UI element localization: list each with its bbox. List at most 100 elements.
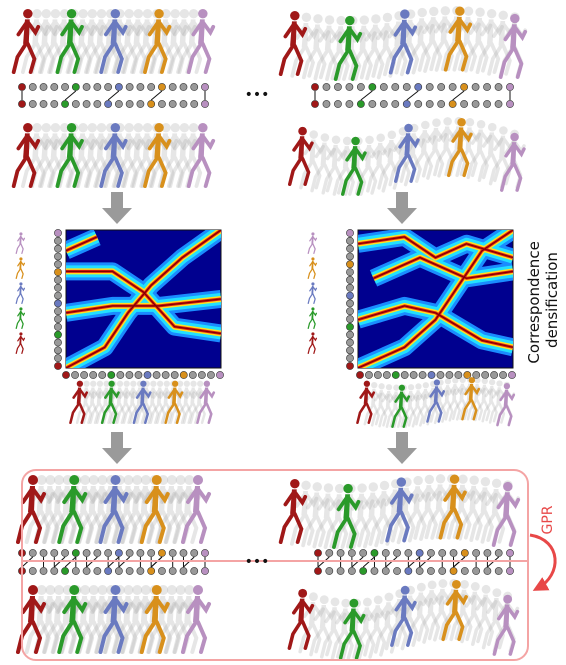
head [32, 9, 41, 18]
frame-dot [62, 371, 69, 378]
head [343, 484, 352, 493]
head [475, 8, 484, 17]
frame-dot [158, 549, 165, 556]
gpr-arrow [530, 535, 555, 588]
limb [289, 622, 301, 649]
head [80, 475, 90, 485]
frame-dot [51, 83, 58, 90]
head [386, 384, 392, 390]
head [510, 14, 519, 23]
head [83, 381, 89, 387]
frame-dot [180, 371, 187, 378]
head [503, 482, 512, 491]
head [309, 130, 318, 139]
head [54, 585, 64, 595]
frame-dot [369, 100, 376, 107]
head [69, 585, 79, 595]
head [97, 585, 107, 595]
head [313, 482, 322, 491]
head [189, 123, 198, 132]
head [97, 381, 103, 387]
head [23, 9, 32, 18]
head [365, 136, 374, 145]
limb [21, 319, 23, 328]
head [180, 9, 189, 18]
head [436, 474, 445, 483]
head [51, 9, 60, 18]
limb [21, 269, 23, 278]
head [89, 475, 99, 485]
frame-dot [346, 229, 353, 236]
head [364, 381, 370, 387]
head [170, 9, 179, 18]
runner [16, 282, 24, 303]
frame-dot [54, 355, 61, 362]
head [341, 599, 350, 608]
frame-dot [94, 100, 101, 107]
head [351, 137, 360, 146]
limb [21, 237, 24, 240]
limb [313, 337, 316, 340]
head [349, 599, 358, 608]
head [130, 381, 136, 387]
head [37, 475, 47, 485]
frame-dot [144, 371, 151, 378]
frame-dot [29, 100, 36, 107]
head [335, 484, 344, 493]
frame-dot [346, 355, 353, 362]
head [481, 477, 490, 486]
frame-dot [51, 100, 58, 107]
frame-dot [105, 567, 112, 574]
frame-dot [346, 323, 353, 330]
frame-dot [410, 371, 417, 378]
frame-dot [137, 100, 144, 107]
frame-dot [148, 567, 155, 574]
frame-dot [357, 83, 364, 90]
frame-dot [191, 549, 198, 556]
frame-dot [506, 549, 513, 556]
frame-dot [346, 253, 353, 260]
limb [21, 337, 24, 340]
head [408, 384, 414, 390]
frame-dot [450, 567, 457, 574]
key-link [453, 91, 464, 100]
gpr-label: GPR [540, 505, 556, 534]
frame-dot [54, 331, 61, 338]
frame-dot [158, 83, 165, 90]
head [164, 381, 170, 387]
head [464, 6, 473, 15]
frame-dot [54, 300, 61, 307]
key-link [361, 91, 372, 100]
down-arrow [102, 192, 132, 224]
head [117, 381, 123, 387]
frame-dot [180, 83, 187, 90]
frame-dot [334, 100, 341, 107]
frame-dot [426, 83, 433, 90]
frame-dot [180, 100, 187, 107]
runner [308, 307, 316, 328]
runner [16, 307, 24, 328]
head [42, 9, 51, 18]
frame-dot [374, 371, 381, 378]
frame-dot [393, 549, 400, 556]
head [417, 583, 426, 592]
limb [203, 158, 210, 186]
frame-dot [495, 83, 502, 90]
head [298, 127, 307, 136]
limb [308, 294, 312, 303]
frame-dot [72, 83, 79, 90]
frame-dot [148, 100, 155, 107]
frame-dot [346, 362, 353, 369]
frame-dot [484, 567, 491, 574]
head [383, 13, 392, 22]
frame-dot [169, 549, 176, 556]
frame-dot [382, 567, 389, 574]
limb [507, 392, 514, 399]
runner [16, 232, 24, 253]
frame-dot [427, 567, 434, 574]
frame-dot [94, 549, 101, 556]
frame-dot [508, 371, 515, 378]
frame-dot [491, 371, 498, 378]
frame-dot [416, 567, 423, 574]
frame-dot [117, 371, 124, 378]
